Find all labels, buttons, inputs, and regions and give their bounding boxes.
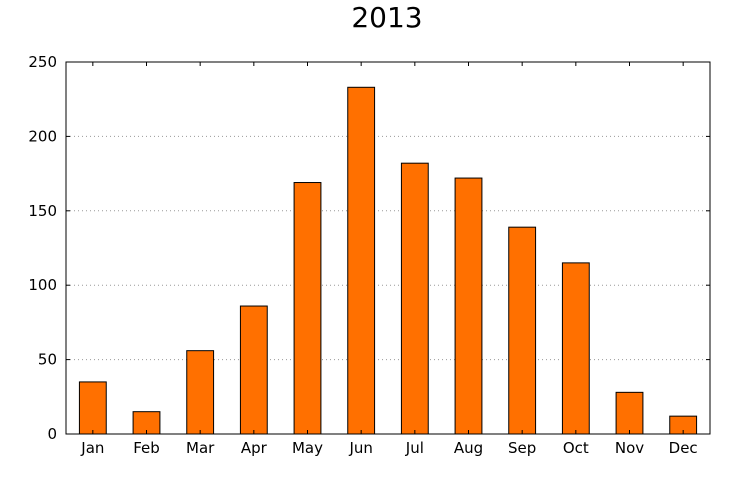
y-tick-label: 50 bbox=[38, 351, 57, 369]
x-tick-label-nov: Nov bbox=[615, 439, 644, 457]
x-tick-label-may: May bbox=[292, 439, 323, 457]
x-tick-label-mar: Mar bbox=[186, 439, 215, 457]
x-tick-label-jun: Jun bbox=[348, 439, 372, 457]
bar-jan bbox=[78, 381, 107, 435]
x-tick-label-apr: Apr bbox=[241, 439, 268, 457]
bar-oct bbox=[561, 262, 590, 435]
bars bbox=[78, 86, 698, 435]
bar-may bbox=[293, 182, 322, 435]
bar-aug bbox=[454, 177, 483, 435]
gridlines bbox=[66, 135, 710, 361]
x-tick-label-aug: Aug bbox=[454, 439, 483, 457]
y-axis: 0 50 100 150 200 250 bbox=[28, 53, 710, 443]
y-tick-label: 100 bbox=[28, 276, 57, 294]
y-tick-label: 250 bbox=[28, 53, 57, 71]
x-tick-label-feb: Feb bbox=[133, 439, 160, 457]
x-tick-label-sep: Sep bbox=[508, 439, 536, 457]
x-tick-label-dec: Dec bbox=[669, 439, 698, 457]
x-tick-label-jan: Jan bbox=[80, 439, 104, 457]
bar-sep bbox=[508, 226, 537, 435]
y-tick-label: 0 bbox=[47, 425, 57, 443]
bar-jul bbox=[400, 162, 429, 435]
bar-nov bbox=[615, 391, 644, 435]
x-axis: Jan Feb Mar Apr May Jun Jul Aug Sep Oct Nov Dec bbox=[80, 62, 698, 457]
x-tick-label-oct: Oct bbox=[563, 439, 589, 457]
chart-title: 2013 bbox=[351, 1, 423, 34]
y-tick-label: 200 bbox=[28, 127, 57, 145]
bar-apr bbox=[239, 305, 268, 435]
x-tick-label-jul: Jul bbox=[405, 439, 424, 457]
bar-mar bbox=[186, 350, 215, 435]
plot-frame bbox=[65, 61, 711, 435]
y-tick-label: 150 bbox=[28, 202, 57, 220]
bar-jun bbox=[347, 86, 376, 435]
